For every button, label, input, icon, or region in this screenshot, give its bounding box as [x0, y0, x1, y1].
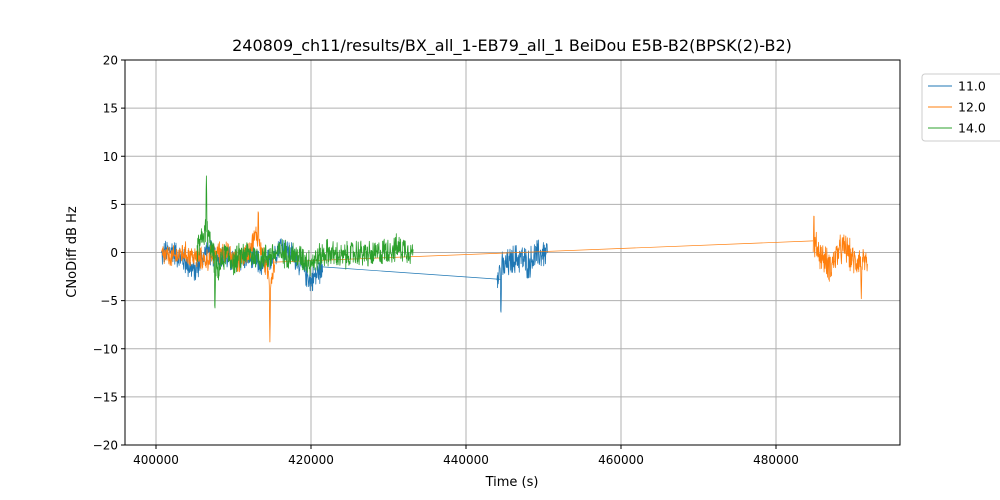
series-layer [161, 175, 868, 343]
legend-label[interactable]: 11.0 [958, 79, 986, 94]
y-tick-label: 5 [110, 198, 118, 212]
y-tick-label: −15 [93, 390, 118, 404]
x-tick-label: 460000 [598, 453, 644, 467]
x-tick-label: 440000 [443, 453, 489, 467]
x-axis-label: Time (s) [485, 475, 539, 490]
series-line-12-0 [812, 215, 868, 300]
series-line-11-0 [496, 239, 548, 313]
series-line-12-0 [161, 211, 275, 343]
y-axis: −20 −15 −10 −5 0 5 10 15 20 [93, 54, 125, 453]
legend-label[interactable]: 12.0 [958, 100, 986, 115]
legend-box [921, 73, 1000, 142]
y-tick-label: −5 [100, 294, 118, 308]
x-axis: 400000 420000 440000 460000 480000 [133, 445, 799, 467]
legend[interactable]: 11.0 12.0 14.0 [921, 73, 1000, 142]
x-tick-label: 400000 [133, 453, 179, 467]
y-tick-label: −20 [93, 439, 118, 453]
y-tick-label: 20 [103, 54, 118, 68]
x-tick-label: 480000 [753, 453, 799, 467]
y-tick-label: 10 [103, 150, 118, 164]
x-tick-label: 420000 [288, 453, 334, 467]
legend-label[interactable]: 14.0 [958, 121, 986, 136]
y-tick-label: −10 [93, 342, 118, 356]
y-axis-label: CNoDiff dB Hz [65, 206, 80, 298]
series-line-14-0 [196, 175, 414, 309]
chart-title: 240809_ch11/results/BX_all_1-EB79_all_1 … [232, 36, 792, 56]
series-line-11-0 [322, 266, 501, 280]
y-tick-label: 0 [110, 246, 118, 260]
y-tick-label: 15 [103, 102, 118, 116]
